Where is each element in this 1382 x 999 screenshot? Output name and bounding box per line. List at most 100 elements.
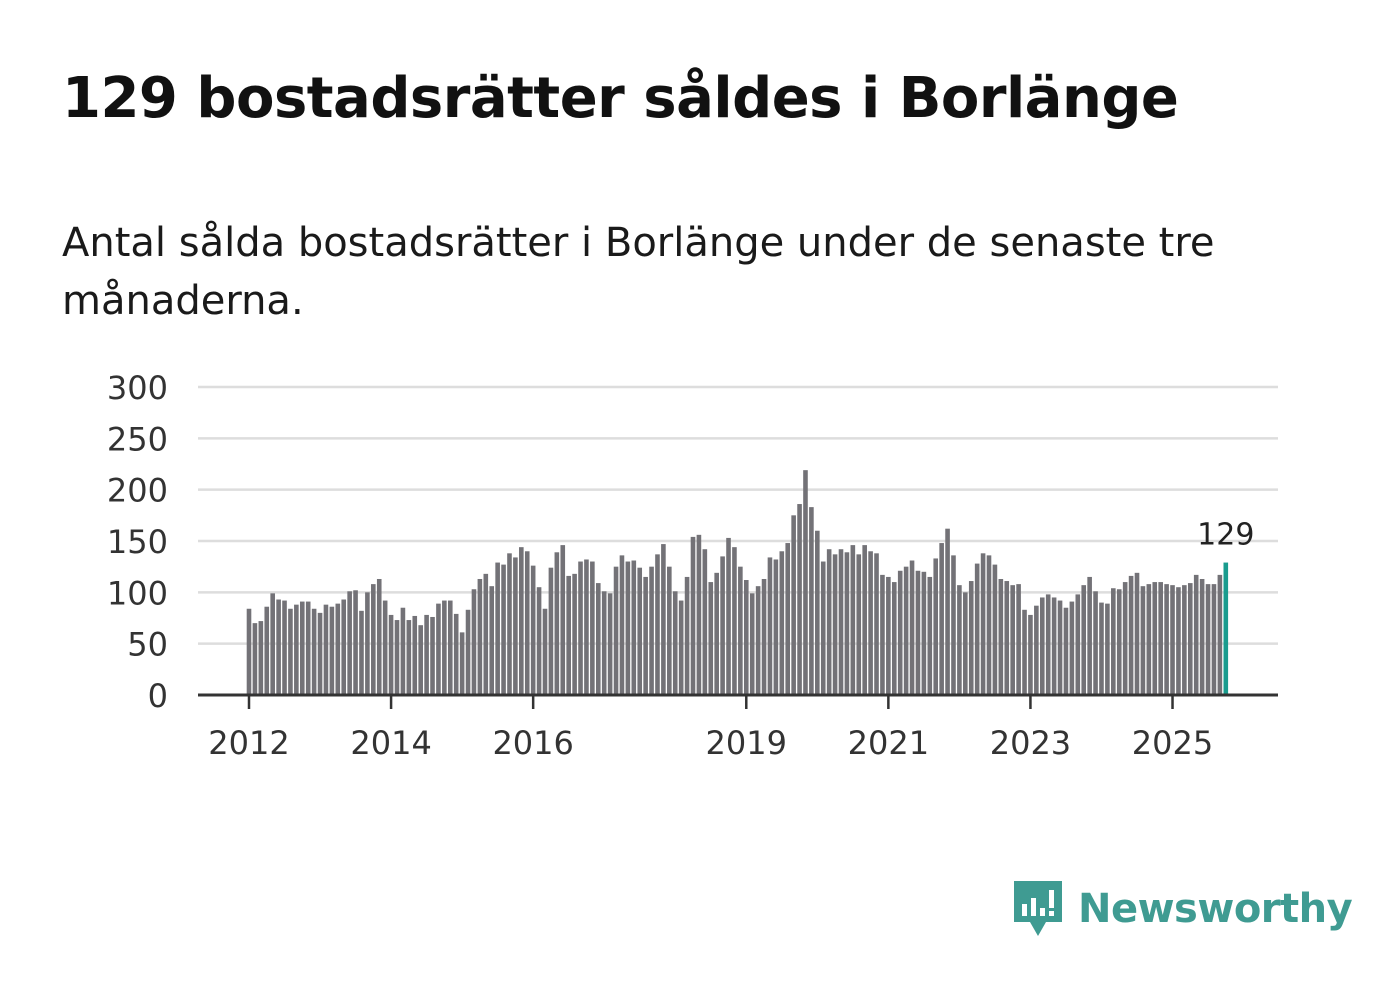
bar xyxy=(465,609,471,695)
bar xyxy=(1081,585,1087,695)
brand-logo[interactable]: Newsworthy xyxy=(1010,878,1353,940)
bar xyxy=(738,566,743,695)
bar xyxy=(270,593,275,695)
bar xyxy=(684,576,690,695)
bar xyxy=(459,632,465,695)
bar xyxy=(1063,607,1069,695)
bar xyxy=(708,582,714,695)
bar xyxy=(844,552,850,695)
bar xyxy=(773,559,779,695)
bar xyxy=(897,570,903,695)
bar xyxy=(838,549,844,695)
bar xyxy=(963,592,968,695)
bar xyxy=(347,591,352,695)
bar xyxy=(1034,605,1039,695)
bar xyxy=(909,560,915,695)
bars xyxy=(246,470,1229,695)
bar xyxy=(743,580,749,695)
bar xyxy=(578,561,583,695)
bar xyxy=(868,551,873,695)
bar xyxy=(649,566,654,695)
bar xyxy=(477,578,483,695)
bar xyxy=(288,608,293,695)
bar xyxy=(968,581,974,695)
bar xyxy=(732,547,737,695)
bar xyxy=(329,606,335,695)
x-tick-label: 2012 xyxy=(208,724,289,762)
bar xyxy=(779,551,785,695)
y-tick-label: 150 xyxy=(107,523,168,561)
bar xyxy=(785,543,791,695)
bar xyxy=(726,537,731,695)
bar xyxy=(264,606,270,695)
bar xyxy=(850,545,856,695)
bar xyxy=(442,600,447,695)
bar xyxy=(483,573,489,695)
bar xyxy=(749,593,755,695)
chart-title: 129 bostadsrätter såldes i Borlänge xyxy=(62,66,1179,131)
bar xyxy=(986,555,992,695)
bar xyxy=(412,615,418,695)
bar xyxy=(826,549,832,695)
newsworthy-logo-icon xyxy=(1014,881,1062,936)
bar xyxy=(1075,594,1081,695)
bar xyxy=(690,536,696,695)
bar xyxy=(554,552,560,695)
bar xyxy=(702,549,708,695)
bar xyxy=(252,623,258,695)
bar xyxy=(720,556,725,695)
bar xyxy=(513,557,518,695)
bar xyxy=(957,585,962,695)
bar xyxy=(791,515,796,695)
y-axis-tick-labels: 0 50 100 150 200 250 300 xyxy=(107,369,168,715)
bar xyxy=(797,504,802,695)
bar xyxy=(507,553,512,695)
bar xyxy=(1004,581,1010,695)
bar xyxy=(1146,584,1152,695)
bar xyxy=(524,551,530,695)
bar xyxy=(1093,591,1098,695)
bar xyxy=(418,625,423,695)
bar xyxy=(886,576,891,695)
bar xyxy=(376,578,382,695)
bar xyxy=(815,530,820,695)
bar xyxy=(1022,609,1027,695)
bar xyxy=(655,554,660,695)
bar xyxy=(951,555,956,695)
y-tick-label: 0 xyxy=(148,677,168,715)
x-tick-label: 2021 xyxy=(848,724,929,762)
bar xyxy=(874,553,879,695)
bar xyxy=(945,528,950,695)
bar xyxy=(661,544,666,695)
bar xyxy=(1045,594,1051,695)
bar xyxy=(1152,582,1158,695)
bar xyxy=(406,620,412,695)
bar xyxy=(880,574,885,695)
bar xyxy=(637,567,643,695)
bar xyxy=(1087,576,1092,695)
bar xyxy=(394,620,400,695)
grid-lines xyxy=(198,385,1278,645)
bar xyxy=(1099,602,1104,695)
bar xyxy=(631,560,637,695)
x-axis-ticks: 2012 2014 2016 2019 2021 2023 2025 xyxy=(208,695,1213,762)
bar xyxy=(1128,575,1134,695)
bar xyxy=(613,566,619,695)
bar xyxy=(353,590,358,695)
bar xyxy=(1051,597,1057,695)
bar xyxy=(1122,582,1128,695)
bar xyxy=(400,607,406,695)
bar xyxy=(365,592,370,695)
bar xyxy=(371,584,376,695)
bar xyxy=(436,603,441,695)
y-tick-label: 50 xyxy=(127,626,168,664)
bar xyxy=(1199,578,1205,695)
last-value-label: 129 xyxy=(1197,518,1254,553)
bar xyxy=(643,576,648,695)
bar xyxy=(489,586,495,695)
bar xyxy=(311,608,317,695)
bar xyxy=(584,559,589,695)
bar xyxy=(1140,586,1146,695)
bar xyxy=(1039,597,1045,695)
